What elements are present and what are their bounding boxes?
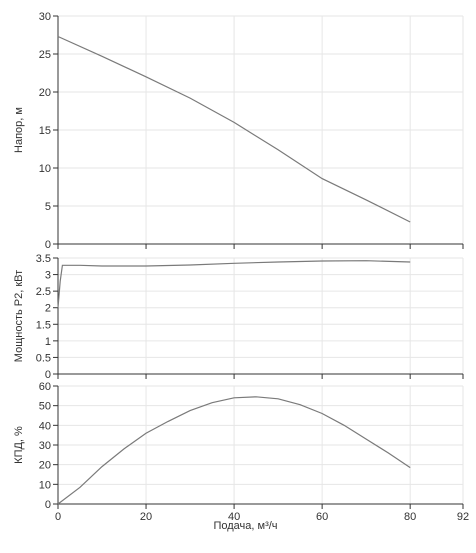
head-y-tick-label-6: 30 [39, 11, 51, 23]
efficiency-y-tick-label-6: 60 [39, 381, 51, 393]
head-y-tick-label-5: 25 [39, 49, 51, 61]
power-y-axis-label: Мощность Р2, кВт [13, 270, 25, 362]
power-y-tick-label-7: 3.5 [36, 253, 51, 265]
efficiency-y-axis-label: КПД, % [13, 426, 25, 464]
power-y-tick-label-3: 1.5 [36, 319, 51, 331]
efficiency-y-tick-label-2: 20 [39, 460, 51, 472]
power-y-tick-label-4: 2 [45, 303, 51, 315]
head-panel: 0 5 10 15 20 25 30 Напор, м [13, 11, 464, 251]
efficiency-x-tick-label-3: 60 [316, 511, 328, 523]
efficiency-y-tick-label-0: 0 [45, 499, 51, 511]
power-y-tick-label-6: 3 [45, 270, 51, 282]
efficiency-panel: 0 10 20 30 40 50 60 0 20 40 60 80 92 КПД, % Подача, м³… [13, 381, 469, 532]
power-y-tick-label-1: 0.5 [36, 352, 51, 364]
efficiency-x-tick-label-4: 80 [404, 511, 416, 523]
efficiency-curve-0 [57, 396, 411, 505]
efficiency-x-axis-label: Подача, м³/ч [213, 520, 277, 532]
power-curve-0 [57, 260, 411, 308]
power-y-tick-label-0: 0 [45, 369, 51, 381]
efficiency-y-tick-label-3: 30 [39, 440, 51, 452]
head-y-tick-label-0: 0 [45, 239, 51, 251]
head-y-axis-label: Напор, м [13, 107, 25, 153]
head-y-tick-label-2: 10 [39, 163, 51, 175]
head-y-tick-label-1: 5 [45, 201, 51, 213]
efficiency-x-tick-label-2: 40 [228, 511, 240, 523]
efficiency-y-tick-label-1: 10 [39, 479, 51, 491]
head-y-tick-label-3: 15 [39, 125, 51, 137]
head-curve-0 [57, 35, 411, 223]
power-y-tick-label-2: 1 [45, 336, 51, 348]
efficiency-y-tick-label-5: 50 [39, 401, 51, 413]
efficiency-x-tick-label-0: 0 [55, 511, 61, 523]
efficiency-y-tick-label-4: 40 [39, 420, 51, 432]
head-y-tick-label-4: 20 [39, 87, 51, 99]
power-y-tick-label-5: 2.5 [36, 286, 51, 298]
efficiency-x-tick-label-1: 20 [140, 511, 152, 523]
efficiency-x-tick-label-5: 92 [457, 511, 469, 523]
power-panel: 0 0.5 1 1.5 2 2.5 3 3.5 Мощность Р2, кВт [13, 253, 464, 381]
